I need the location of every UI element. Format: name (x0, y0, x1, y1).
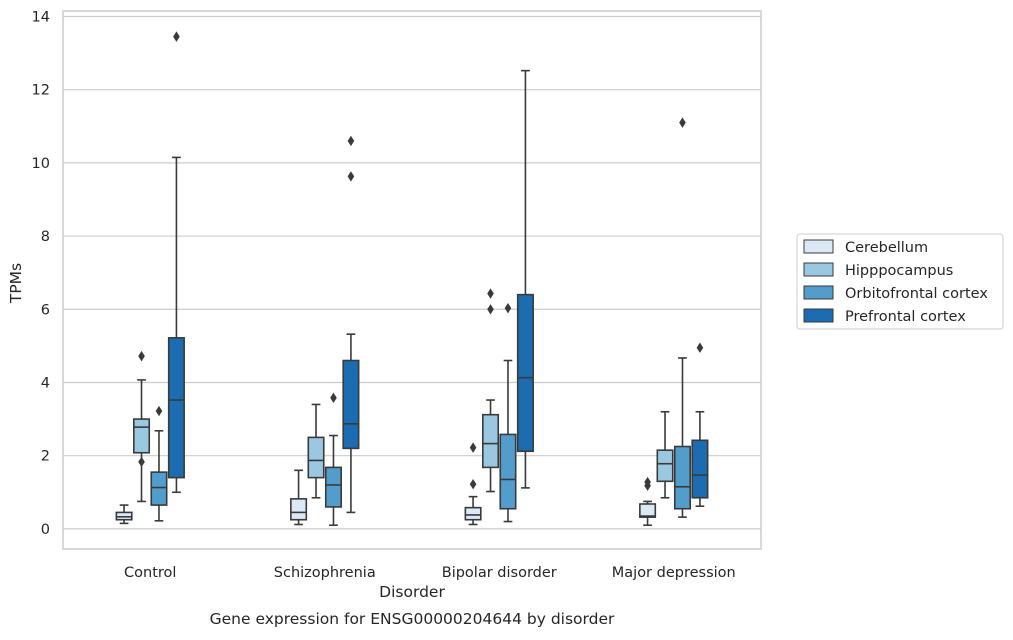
outlier-point (679, 117, 686, 128)
y-tick-label: 4 (41, 375, 50, 391)
box-1-2 (324, 392, 342, 527)
legend-label: Hipppocampus (845, 263, 953, 279)
box-iqr (167, 337, 185, 479)
box-iqr (481, 413, 500, 469)
legend: Cerebellum Hipppocampus Orbitofrontal cort… (796, 233, 1004, 330)
box-0-1 (133, 350, 151, 503)
y-tick-label: 2 (41, 449, 50, 465)
box-0-0 (115, 504, 133, 525)
outlier-point (469, 442, 477, 453)
box-2-3 (516, 69, 534, 489)
outlier-point (347, 171, 355, 182)
box-2-0 (464, 442, 482, 526)
x-tick-label: Control (124, 565, 176, 581)
box-1-3 (342, 135, 360, 514)
outlier-point (487, 304, 494, 315)
y-tick-label: 10 (32, 156, 50, 172)
box-2-2 (499, 302, 517, 523)
legend-swatch (803, 262, 834, 277)
legend-items: Cerebellum Hipppocampus Orbitofrontal cort… (803, 239, 988, 325)
outlier-point (504, 302, 512, 314)
x-tick-label: Major depression (612, 565, 736, 581)
box-1-0 (290, 469, 308, 526)
outlier-point (487, 288, 494, 299)
legend-swatch (803, 285, 834, 300)
box-0-3 (167, 31, 185, 494)
legend-label: Prefrontal cortex (845, 309, 966, 325)
outlier-point (347, 135, 355, 147)
y-tick-label: 14 (32, 9, 50, 25)
y-tick-labels: 0 2 4 6 8 10 12 14 (32, 9, 50, 537)
box-3-3 (691, 342, 709, 507)
x-tick-labels: Control Schizophrenia Bipolar disorder Majo… (124, 565, 736, 581)
box-iqr (656, 449, 674, 483)
box-iqr (499, 433, 517, 510)
box-iqr (290, 498, 308, 521)
y-tick-label: 0 (41, 522, 50, 538)
y-axis-label: TPMs (7, 263, 25, 304)
box-0-2 (150, 405, 168, 522)
box-2-1 (481, 288, 500, 493)
outlier-point (469, 479, 477, 490)
box-3-2 (673, 117, 691, 518)
y-tick-label: 8 (41, 229, 50, 245)
outlier-point (644, 476, 651, 488)
y-tick-label: 6 (41, 302, 50, 318)
box-iqr (342, 359, 360, 450)
box-iqr (516, 293, 534, 453)
box-1-1 (307, 403, 325, 499)
box-iqr (464, 506, 482, 521)
x-tick-label: Bipolar disorder (442, 565, 557, 581)
x-tick-label: Schizophrenia (274, 565, 376, 581)
chart-title: Gene expression for ENSG00000204644 by d… (210, 610, 615, 628)
box-iqr (691, 439, 709, 499)
outlier-point (155, 405, 163, 417)
outlier-point (138, 350, 145, 362)
legend-label: Orbitofrontal cortex (845, 286, 988, 302)
y-tick-label: 12 (32, 83, 50, 99)
box-iqr (673, 445, 691, 510)
outlier-point (173, 31, 180, 42)
legend-swatch (803, 239, 834, 254)
legend-frame (796, 233, 1004, 330)
outlier-point (138, 456, 145, 468)
grid-lines (63, 15, 761, 530)
box-iqr (150, 471, 168, 506)
box-iqr (133, 418, 151, 454)
boxes-layer (115, 31, 709, 527)
box-iqr (324, 466, 342, 508)
box-iqr (307, 436, 325, 479)
outlier-point (696, 342, 704, 353)
plot-area-frame (62, 10, 762, 550)
x-axis-label: Disorder (379, 583, 445, 601)
box-3-1 (656, 410, 674, 499)
legend-label: Cerebellum (845, 240, 928, 256)
legend-swatch (803, 308, 834, 323)
outlier-point (330, 392, 337, 404)
box-3-0 (639, 476, 657, 527)
box-iqr (639, 503, 657, 518)
